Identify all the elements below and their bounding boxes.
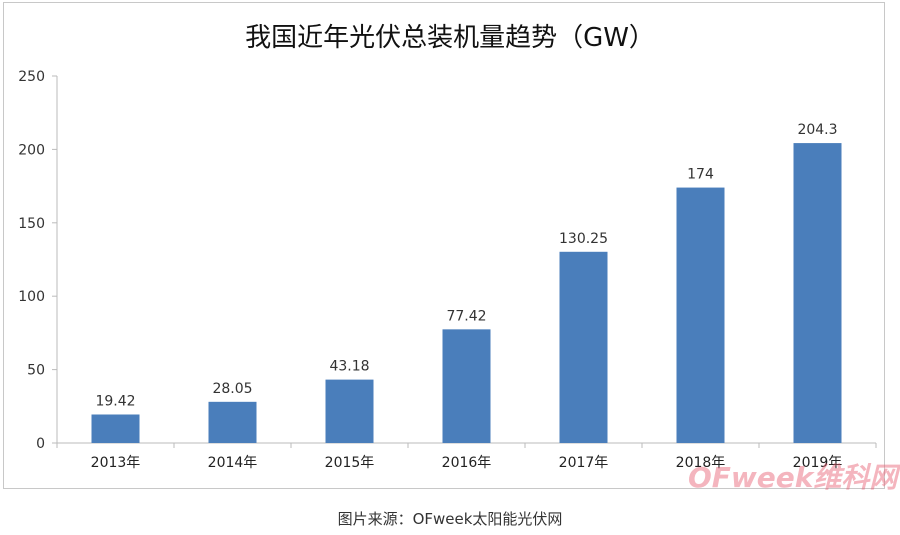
y-tick-label: 200 [18,142,45,158]
bar [793,143,842,444]
y-tick-label: 150 [18,216,45,232]
x-tick-label: 2015年 [325,455,375,471]
x-tick-label: 2017年 [559,455,609,471]
data-label: 130.25 [559,231,608,247]
bar [676,187,725,443]
image-caption: 图片来源：OFweek太阳能光伏网 [337,510,563,528]
data-label: 19.42 [95,393,135,409]
bar [442,329,491,443]
x-tick-label: 2013年 [91,455,141,471]
data-label: 204.3 [797,122,837,138]
bar [559,251,608,443]
data-label: 174 [687,167,714,183]
bar [91,414,140,443]
data-label: 43.18 [329,359,369,375]
bar [325,379,374,443]
data-label: 77.42 [446,308,486,324]
chart-frame [3,2,885,489]
chart-title: 我国近年光伏总装机量趋势（GW） [245,23,655,53]
x-tick-label: 2014年 [208,455,258,471]
x-tick-label: 2018年 [676,455,726,471]
y-tick-label: 50 [27,363,45,379]
data-label: 28.05 [212,381,252,397]
watermark-logo: OFweek维科网 [688,461,898,494]
x-tick-label: 2016年 [442,455,492,471]
x-tick-label: 2019年 [793,455,843,471]
y-tick-label: 250 [18,69,45,85]
bar [208,401,257,443]
y-tick-label: 0 [36,436,45,452]
y-tick-label: 100 [18,289,45,305]
